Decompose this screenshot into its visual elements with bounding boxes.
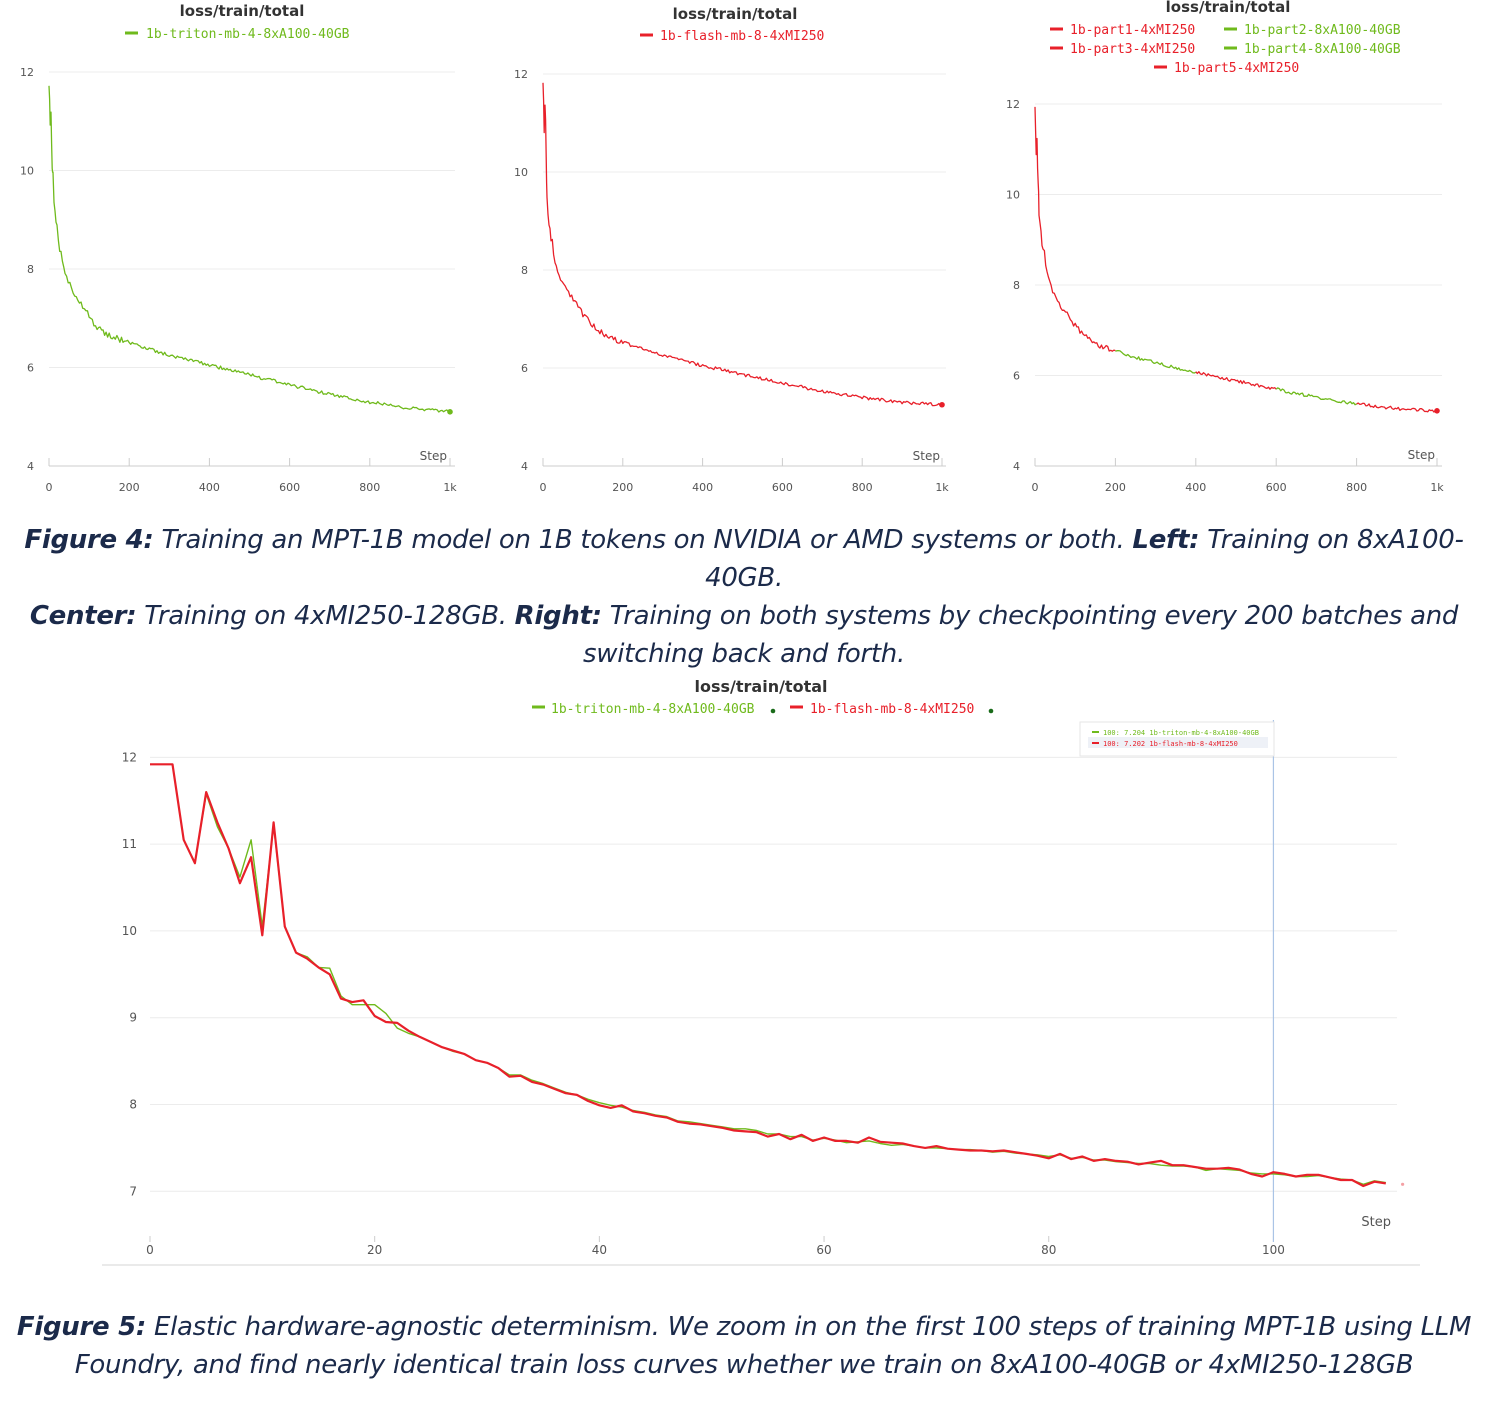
series-line-1b-triton-mb-4-8xA100-40GB: [48, 85, 451, 413]
x-tick-label: 60: [816, 1243, 831, 1257]
x-tick-label: 0: [1032, 481, 1039, 494]
y-tick-label: 12: [122, 750, 137, 764]
end-marker: [1434, 407, 1440, 414]
chart-right: loss/train/total 1b-part1-4xMI250 1b-par…: [1006, 0, 1444, 494]
x-tick-label: 400: [1185, 481, 1206, 494]
series-line-1b-triton-mb-4-8xA100-40GB: [150, 763, 1386, 1185]
legend-dot: [988, 708, 994, 714]
caption-label: Figure 4:: [24, 525, 154, 555]
figure-4-caption: Figure 4: Training an MPT-1B model on 1B…: [24, 525, 1464, 669]
x-tick-label: 0: [146, 1243, 154, 1257]
y-tick-label: 6: [1013, 370, 1020, 383]
y-tick-label: 9: [129, 1011, 137, 1025]
y-tick-label: 10: [514, 166, 528, 179]
y-tick-label: 10: [20, 165, 34, 178]
x-tick-label: 20: [367, 1243, 382, 1257]
series-line-1b-part4-8xA100-40GB: [1275, 387, 1357, 406]
x-tick-label: 1k: [935, 481, 949, 494]
legend-label: 1b-part3-4xMI250: [1070, 42, 1195, 57]
tooltip-row: 100: 7.204 1b-triton-mb-4-8xA100-40GB: [1103, 729, 1259, 737]
series-line-1b-part2-8xA100-40GB: [1115, 349, 1197, 374]
x-tick-label: 600: [279, 481, 300, 494]
end-marker: [1401, 1182, 1405, 1186]
x-tick-label: 400: [692, 481, 713, 494]
y-tick-label: 12: [20, 66, 34, 79]
plot-area: 7 8 9 10 11 12 0 20 40 60 80 100: [122, 720, 1405, 1257]
x-tick-label: 1k: [1430, 481, 1444, 494]
x-tick-label: 0: [46, 481, 53, 494]
x-tick-label: 100: [1262, 1243, 1285, 1257]
y-tick-label: 11: [122, 837, 137, 851]
caption-label: Figure 5:: [16, 1312, 146, 1342]
x-tick-label: 400: [199, 481, 220, 494]
legend-label: 1b-part5-4xMI250: [1174, 61, 1299, 76]
series-line-1b-part1-4xMI250: [1034, 106, 1116, 352]
legend-label: 1b-part2-8xA100-40GB: [1244, 23, 1401, 38]
tooltip: 100: 7.204 1b-triton-mb-4-8xA100-40GB 10…: [1079, 721, 1275, 757]
y-tick-label: 8: [129, 1097, 137, 1111]
plot-area: 4 6 8 10 12 0 200 400 600 800 1k: [20, 66, 457, 494]
x-tick-label: 800: [1346, 481, 1367, 494]
series-line-1b-part3-4xMI250: [1195, 371, 1277, 390]
y-tick-label: 4: [27, 460, 34, 473]
x-axis-label: Step: [420, 449, 447, 463]
y-tick-label: 10: [1006, 189, 1020, 202]
y-tick-label: 7: [129, 1184, 137, 1198]
tooltip-row: 100: 7.202 1b-flash-mb-8-4xMI250: [1103, 740, 1238, 748]
x-tick-label: 200: [119, 481, 140, 494]
x-axis-label: Step: [1408, 448, 1435, 462]
series-line-1b-part5-4xMI250: [1356, 402, 1438, 413]
y-tick-label: 8: [521, 264, 528, 277]
y-tick-label: 10: [122, 924, 137, 938]
end-marker: [939, 401, 945, 408]
series-line-1b-flash-mb-8-4xMI250: [542, 82, 943, 407]
y-tick-label: 8: [1013, 279, 1020, 292]
chart-title: loss/train/total: [180, 2, 305, 20]
chart-title: loss/train/total: [695, 677, 828, 696]
y-tick-label: 12: [514, 68, 528, 81]
legend-label: 1b-part1-4xMI250: [1070, 23, 1195, 38]
legend-label: 1b-triton-mb-4-8xA100-40GB: [146, 27, 350, 42]
chart-title: loss/train/total: [673, 5, 798, 23]
chart-left: loss/train/total 1b-triton-mb-4-8xA100-4…: [20, 2, 457, 494]
end-marker: [447, 409, 453, 415]
legend-label: 1b-part4-8xA100-40GB: [1244, 42, 1401, 57]
x-tick-label: 200: [612, 481, 633, 494]
legend-dot: [770, 708, 776, 714]
figure-5-caption: Figure 5: Elastic hardware-agnostic dete…: [16, 1312, 1472, 1380]
x-tick-label: 1k: [443, 481, 457, 494]
y-tick-label: 4: [521, 460, 528, 473]
chart-center: loss/train/total 1b-flash-mb-8-4xMI250 4…: [514, 5, 949, 494]
plot-area: 4 6 8 10 12 0 200 400 600 800 1k: [514, 68, 949, 494]
y-tick-label: 12: [1006, 98, 1020, 111]
y-tick-label: 6: [27, 362, 34, 375]
x-tick-label: 0: [540, 481, 547, 494]
x-axis-label: Step: [1361, 1215, 1391, 1230]
chart-title: loss/train/total: [1166, 0, 1291, 16]
y-tick-label: 6: [521, 362, 528, 375]
legend-label: 1b-flash-mb-8-4xMI250: [810, 702, 974, 717]
chart-zoom: loss/train/total 1b-triton-mb-4-8xA100-4…: [102, 677, 1420, 1266]
x-tick-label: 200: [1105, 481, 1126, 494]
y-tick-label: 4: [1013, 460, 1020, 473]
legend-label: 1b-flash-mb-8-4xMI250: [660, 29, 824, 44]
x-tick-label: 40: [592, 1243, 607, 1257]
series-line-1b-flash-mb-8-4xMI250: [150, 763, 1386, 1188]
x-tick-label: 80: [1041, 1243, 1056, 1257]
x-tick-label: 800: [359, 481, 380, 494]
tooltip-highlight: [1088, 737, 1268, 748]
x-axis-label: Step: [913, 449, 940, 463]
x-tick-label: 600: [1266, 481, 1287, 494]
legend-label: 1b-triton-mb-4-8xA100-40GB: [551, 702, 755, 717]
y-tick-label: 8: [27, 263, 34, 276]
x-tick-label: 600: [772, 481, 793, 494]
x-tick-label: 800: [852, 481, 873, 494]
plot-area: 4 6 8 10 12 0 200 400 600 800 1k: [1006, 98, 1444, 494]
